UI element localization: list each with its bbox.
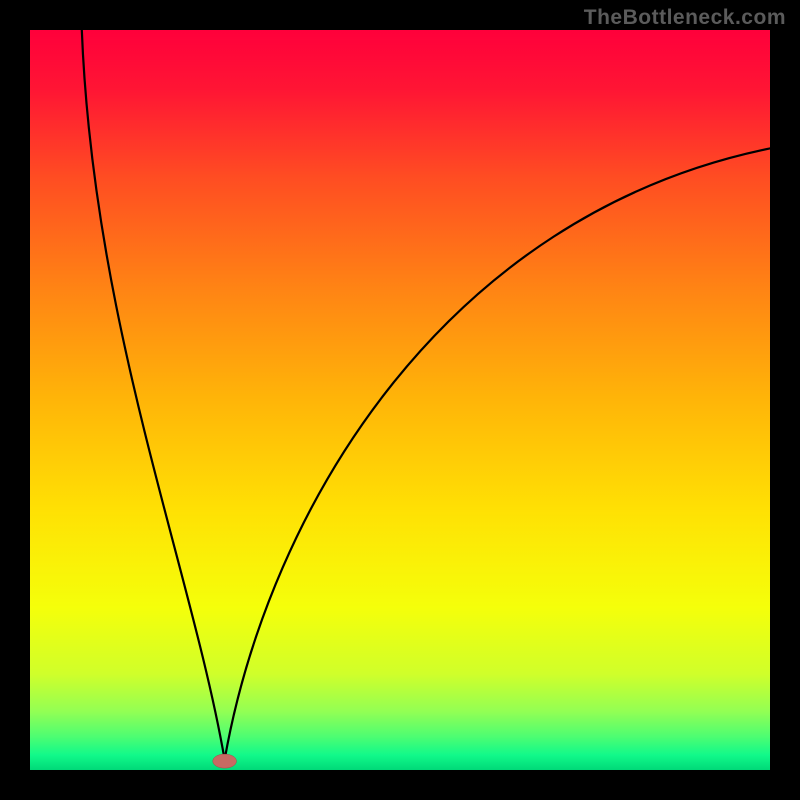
- plot-area: [30, 30, 770, 770]
- minimum-marker: [213, 754, 237, 768]
- plot-background: [30, 30, 770, 770]
- watermark-text: TheBottleneck.com: [584, 6, 786, 30]
- plot-svg: [30, 30, 770, 770]
- chart-container: TheBottleneck.com: [0, 0, 800, 800]
